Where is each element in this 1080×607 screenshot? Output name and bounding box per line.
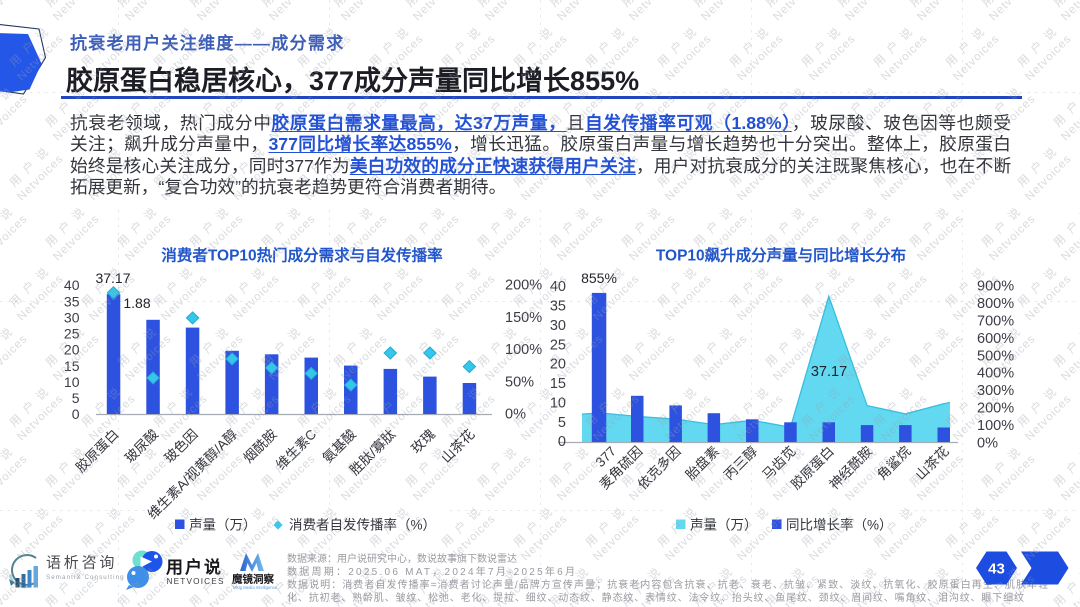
svg-text:25: 25 [64,326,80,342]
svg-text:20: 20 [64,342,80,358]
svg-text:50%: 50% [505,374,534,390]
svg-text:600%: 600% [977,331,1014,347]
svg-text:同比增长率（%）: 同比增长率（%） [786,517,893,533]
svg-text:40: 40 [64,277,80,293]
svg-text:15: 15 [550,376,566,392]
svg-text:10: 10 [64,374,80,390]
svg-text:1.88: 1.88 [123,295,150,311]
svg-text:40: 40 [550,279,566,295]
svg-text:800%: 800% [977,296,1014,312]
svg-text:150%: 150% [505,310,542,326]
svg-text:魔镜洞察: 魔镜洞察 [232,573,274,586]
svg-text:37.17: 37.17 [95,270,130,286]
svg-text:5: 5 [558,415,566,431]
svg-text:0%: 0% [977,436,998,452]
svg-text:200%: 200% [505,278,542,294]
svg-text:20: 20 [550,357,566,373]
svg-text:900%: 900% [977,279,1014,295]
svg-text:声量（万）: 声量（万） [690,518,758,533]
svg-text:37.17: 37.17 [811,364,847,380]
svg-text:43: 43 [988,561,1005,578]
svg-text:200%: 200% [977,401,1014,417]
svg-text:TOP10飙升成分声量与同比增长分布: TOP10飙升成分声量与同比增长分布 [656,246,906,265]
svg-text:0: 0 [558,434,566,450]
svg-text:300%: 300% [977,383,1014,399]
svg-text:30: 30 [64,309,80,325]
svg-text:语析咨询: 语析咨询 [46,555,117,572]
svg-text:400%: 400% [977,366,1014,382]
svg-text:15: 15 [64,358,80,374]
svg-text:5: 5 [72,390,80,406]
svg-text:500%: 500% [977,348,1014,364]
svg-text:35: 35 [64,293,80,309]
svg-text:消费者自发传播率（%）: 消费者自发传播率（%） [289,517,436,533]
svg-text:NETVOICES: NETVOICES [167,577,225,586]
svg-text:0: 0 [72,406,80,422]
svg-text:声量（万）: 声量（万） [189,518,257,533]
svg-text:30: 30 [550,318,566,334]
svg-text:SemantiX Consulting: SemantiX Consulting [46,574,125,581]
svg-text:35: 35 [550,299,566,315]
svg-text:消费者TOP10热门成分需求与自发传播率: 消费者TOP10热门成分需求与自发传播率 [161,246,443,265]
svg-text:10: 10 [550,395,566,411]
svg-text:100%: 100% [977,418,1014,434]
svg-text:0%: 0% [505,407,526,423]
svg-text:25: 25 [550,337,566,353]
svg-text:Mktg Media Intelligence: Mktg Media Intelligence [233,585,278,590]
svg-text:855%: 855% [581,270,617,286]
svg-text:700%: 700% [977,313,1014,329]
svg-text:用户说: 用户说 [166,557,223,577]
svg-text:100%: 100% [505,342,542,358]
